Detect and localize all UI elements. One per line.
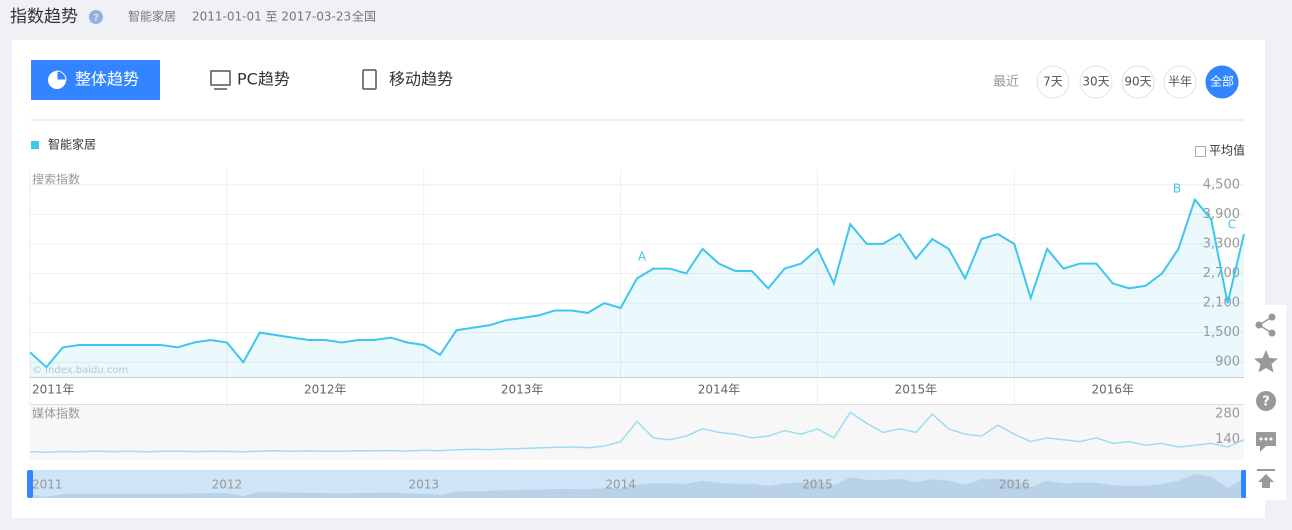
y-tick-label: 900 — [1215, 355, 1240, 370]
share-lines — [1258, 316, 1273, 334]
navigator-label: 2014 — [605, 478, 636, 492]
range-option[interactable]: 90天 — [1124, 75, 1151, 89]
line — [29, 411, 1245, 453]
y-tick-label: 280 — [1215, 407, 1240, 422]
y-axis-label: 搜索指数 — [32, 172, 80, 187]
dot — [1269, 437, 1273, 441]
y-tick-label: 1,500 — [1203, 325, 1240, 340]
range-label: 最近 — [993, 75, 1019, 90]
navigator-label: 2016 — [999, 478, 1030, 492]
pie-slice — [56, 70, 67, 81]
help-glyph: ? — [93, 13, 98, 24]
legend-swatch — [31, 141, 39, 149]
y-tick-label: 2,100 — [1203, 296, 1240, 311]
tab-label[interactable]: PC趋势 — [237, 70, 290, 89]
x-tick-label: 2016年 — [1091, 383, 1134, 397]
range-option[interactable]: 7天 — [1043, 75, 1063, 89]
tab-label[interactable]: 移动趋势 — [389, 70, 453, 89]
x-tick-label: 2013年 — [501, 383, 544, 397]
pc-icon — [210, 70, 231, 86]
range-option[interactable]: 全部 — [1210, 74, 1234, 89]
region: 全国 — [352, 9, 376, 24]
navigator-label: 2013 — [408, 478, 439, 492]
navigator-handle[interactable] — [27, 470, 33, 498]
range-button[interactable] — [1163, 65, 1197, 99]
dot — [1259, 437, 1263, 441]
x-tick-label: 2012年 — [304, 383, 347, 397]
range-button[interactable] — [1036, 65, 1070, 99]
range-option[interactable]: 半年 — [1168, 75, 1192, 89]
range-button[interactable] — [1121, 65, 1155, 99]
line — [29, 197, 1245, 369]
help-icon[interactable] — [1256, 391, 1276, 411]
checkbox[interactable] — [1195, 146, 1206, 157]
page-title: 指数趋势 — [10, 7, 78, 27]
tab-label[interactable]: 整体趋势 — [75, 70, 139, 89]
top-icon[interactable] — [1258, 474, 1274, 488]
x-tick-label: 2014年 — [698, 383, 741, 397]
comment-tail — [1260, 446, 1266, 452]
average-label[interactable]: 平均值 — [1209, 143, 1245, 158]
x-tick-label: 2011年 — [32, 383, 75, 397]
y-axis-label: 媒体指数 — [32, 406, 80, 421]
dot — [1264, 437, 1268, 441]
date-range: 2011-01-01 至 2017-03-23 — [192, 10, 351, 24]
watermark: © index.baidu.com — [32, 365, 128, 376]
range-button[interactable] — [1079, 65, 1113, 99]
help-glyph: ? — [1262, 395, 1270, 410]
navigator-label: 2011 — [32, 478, 63, 492]
help-icon[interactable] — [89, 10, 103, 24]
navigator-label: 2015 — [802, 478, 833, 492]
star-icon[interactable] — [1254, 350, 1278, 373]
navigator-area — [30, 474, 1244, 498]
x-tick-label: 2015年 — [895, 383, 938, 397]
navigator-label: 2012 — [212, 478, 243, 492]
comment-dots — [1259, 437, 1273, 441]
navigator-handle[interactable] — [1241, 470, 1247, 498]
y-tick-label: 3,900 — [1203, 207, 1240, 222]
range-option[interactable]: 30天 — [1082, 75, 1109, 89]
y-tick-label: 4,500 — [1203, 177, 1240, 192]
annotation: A — [638, 250, 647, 264]
annotation: C — [1228, 218, 1236, 232]
keyword: 智能家居 — [128, 9, 176, 24]
range-options: 7天 30天 90天 半年 全部 — [1036, 65, 1239, 99]
mobile-icon — [362, 69, 377, 90]
legend-label: 智能家居 — [48, 137, 96, 152]
range-button[interactable] — [1205, 65, 1239, 99]
annotation: B — [1173, 182, 1181, 196]
y-tick-label: 3,300 — [1203, 236, 1240, 251]
